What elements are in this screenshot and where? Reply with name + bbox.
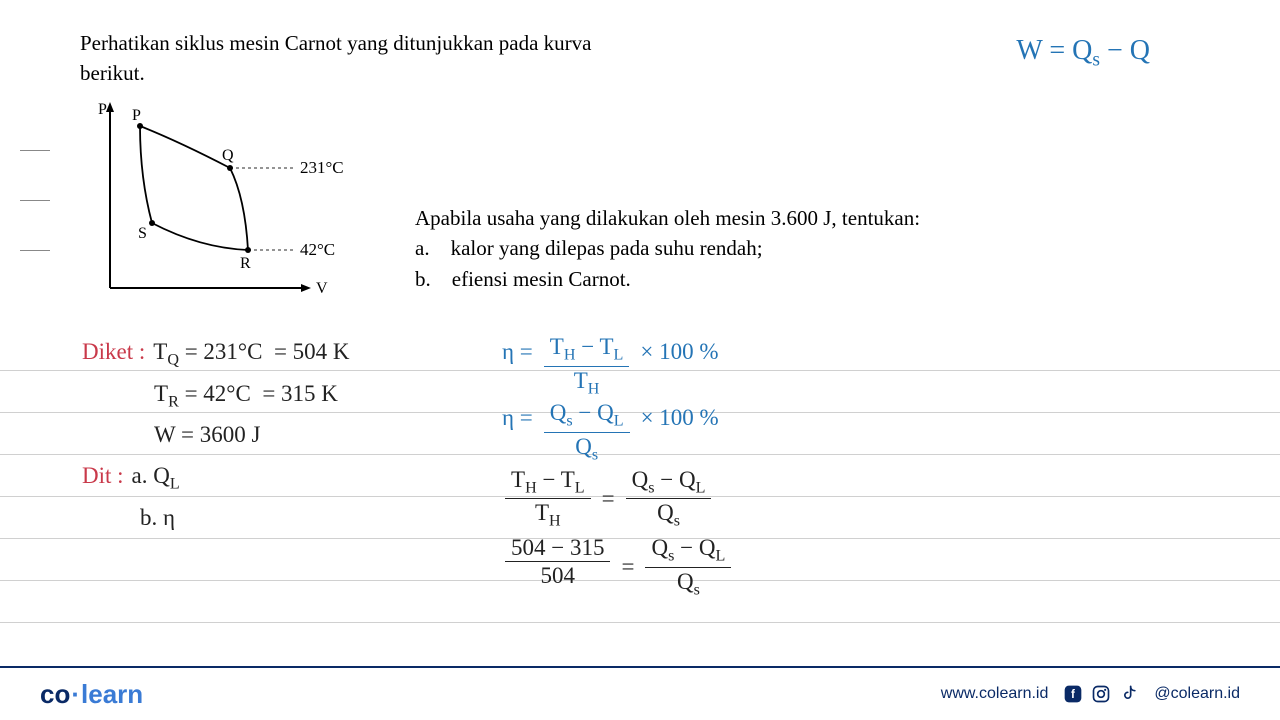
temp-q-label: 231°C [300, 158, 344, 177]
eta-temp: η = TH − TLTH × 100 % [502, 335, 1182, 397]
item-b: b. efiensi mesin Carnot. [415, 264, 1015, 294]
logo-part-2: learn [81, 679, 143, 709]
temp-r-label: 42°C [300, 240, 335, 259]
equate-1: TH − TLTH = Qs − QLQs [502, 468, 1182, 530]
eta-heat: η = Qs − QLQs × 100 % [502, 401, 1182, 463]
pv-diagram-svg: P V P Q R S 231°C 42°C [80, 98, 390, 313]
body-line1: Apabila usaha yang dilakukan oleh mesin … [415, 203, 1015, 233]
svg-text:f: f [1071, 688, 1075, 701]
carnot-diagram: P V P Q R S 231°C 42°C [80, 98, 390, 313]
svg-text:P: P [132, 107, 141, 124]
brand-logo: co·learn [40, 679, 143, 710]
svg-text:V: V [316, 280, 328, 297]
logo-dot: · [71, 679, 80, 709]
dit-b: b. η [140, 501, 175, 536]
social-icons: f [1062, 683, 1140, 705]
logo-part-1: co [40, 679, 70, 709]
svg-text:R: R [240, 255, 251, 272]
equate-2: 504 − 315504 = Qs − QLQs [502, 536, 1182, 598]
facebook-icon: f [1062, 683, 1084, 705]
dit-a: a. QL [132, 459, 180, 497]
problem-body: Apabila usaha yang dilakukan oleh mesin … [415, 203, 1015, 294]
work-section: Diket : TQ = 231°C = 504 K TR = 42°C = 3… [82, 335, 1182, 603]
right-column: η = TH − TLTH × 100 % η = Qs − QLQs × 10… [502, 335, 1182, 603]
svg-text:P: P [98, 101, 107, 118]
footer-right: www.colearn.id f @colearn.id [941, 683, 1240, 705]
tiktok-icon [1118, 683, 1140, 705]
diket-label: Diket : [82, 335, 145, 373]
diket-line-3: W = 3600 J [154, 418, 260, 453]
diket-line-2: TR = 42°C = 315 K [154, 377, 338, 415]
item-a: a. kalor yang dilepas pada suhu rendah; [415, 233, 1015, 263]
footer-handle: @colearn.id [1154, 685, 1240, 703]
problem-intro: Perhatikan siklus mesin Carnot yang ditu… [80, 28, 600, 89]
footer-url: www.colearn.id [941, 685, 1049, 703]
dit-label: Dit : [82, 459, 124, 497]
top-formula: W = Qs − Q [1016, 30, 1150, 75]
diket-line-1: TQ = 231°C = 504 K [153, 335, 349, 373]
left-column: Diket : TQ = 231°C = 504 K TR = 42°C = 3… [82, 335, 502, 603]
svg-text:Q: Q [222, 147, 234, 164]
footer: co·learn www.colearn.id f @colearn.id [0, 666, 1280, 720]
instagram-icon [1090, 683, 1112, 705]
svg-text:S: S [138, 225, 147, 242]
